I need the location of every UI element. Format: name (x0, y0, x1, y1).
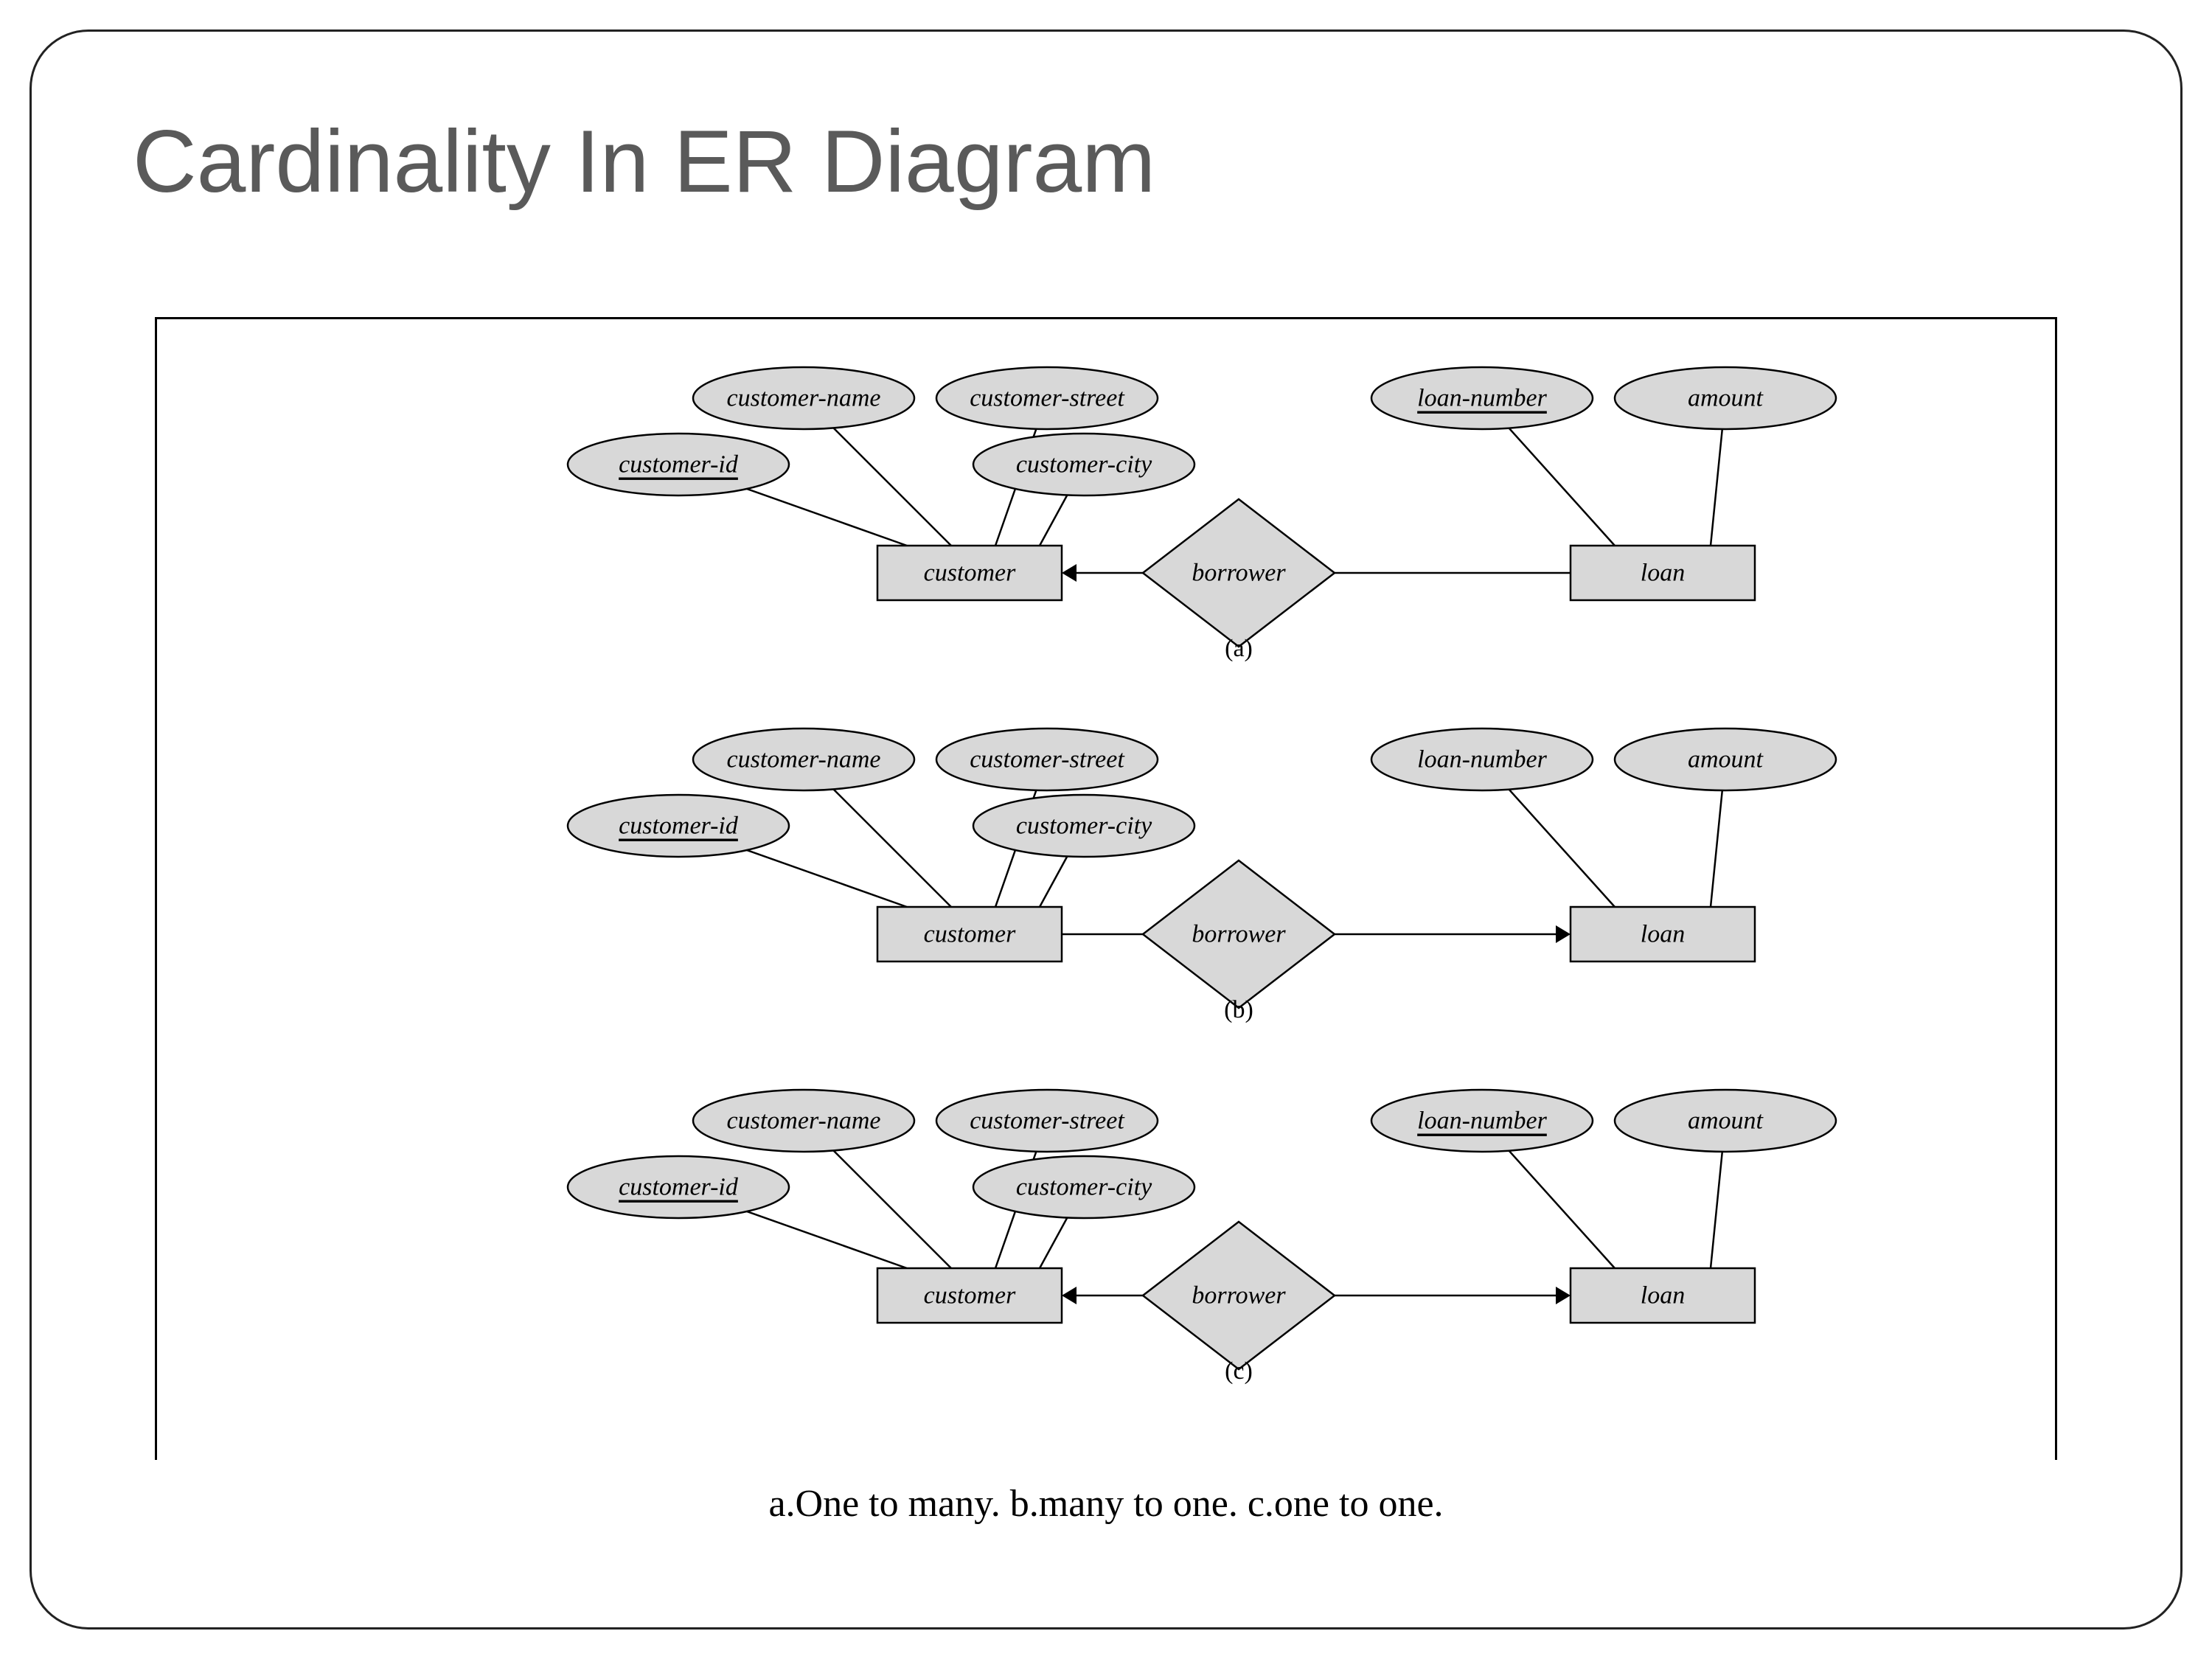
attr-customer-city: customer-city (973, 434, 1194, 495)
attr-customer-id: customer-id (568, 795, 789, 857)
attr-loan-number: loan-number (1371, 728, 1593, 790)
attr-customer-city: customer-city (973, 1156, 1194, 1218)
relationship-borrower: borrower (1143, 1222, 1335, 1369)
svg-text:customer-street: customer-street (970, 746, 1125, 773)
svg-text:customer-id: customer-id (619, 813, 739, 840)
attr-amount: amount (1615, 728, 1836, 790)
entity-loan: loan (1571, 907, 1755, 961)
svg-text:loan: loan (1641, 921, 1685, 948)
attr-loan-number: loan-number (1371, 367, 1593, 429)
attr-customer-city: customer-city (973, 795, 1194, 857)
svg-text:borrower: borrower (1192, 921, 1286, 948)
svg-text:amount: amount (1688, 1107, 1764, 1135)
attr-amount: amount (1615, 1090, 1836, 1152)
attr-customer-street: customer-street (936, 1090, 1158, 1152)
svg-text:amount: amount (1688, 385, 1764, 412)
svg-text:customer: customer (924, 921, 1016, 948)
svg-text:customer-city: customer-city (1016, 451, 1152, 479)
panel-sublabel: (c) (1225, 1357, 1253, 1385)
entity-loan: loan (1571, 1268, 1755, 1323)
attr-customer-name: customer-name (693, 367, 914, 429)
svg-text:borrower: borrower (1192, 1282, 1286, 1310)
svg-text:loan-number: loan-number (1417, 746, 1547, 773)
svg-text:customer-name: customer-name (727, 746, 881, 773)
svg-text:customer: customer (924, 1282, 1016, 1310)
attr-customer-street: customer-street (936, 728, 1158, 790)
svg-text:customer-city: customer-city (1016, 1174, 1152, 1201)
entity-customer: customer (877, 1268, 1062, 1323)
panel-sublabel: (a) (1225, 635, 1253, 662)
svg-text:amount: amount (1688, 746, 1764, 773)
svg-text:customer-city: customer-city (1016, 813, 1152, 840)
page-title: Cardinality In ER Diagram (133, 111, 1155, 212)
svg-text:loan: loan (1641, 560, 1685, 587)
svg-text:borrower: borrower (1192, 560, 1286, 587)
panel-sublabel: (b) (1224, 996, 1253, 1023)
svg-text:customer-name: customer-name (727, 385, 881, 412)
er-panel-c: customer-id customer-name customer-stree… (531, 1054, 1858, 1401)
attr-customer-street: customer-street (936, 367, 1158, 429)
caption: a.One to many. b.many to one. c.one to o… (0, 1482, 2212, 1526)
attr-customer-name: customer-name (693, 728, 914, 790)
attr-customer-id: customer-id (568, 434, 789, 495)
svg-text:customer-id: customer-id (619, 1174, 739, 1201)
svg-text:loan: loan (1641, 1282, 1685, 1310)
svg-text:loan-number: loan-number (1417, 385, 1547, 412)
relationship-borrower: borrower (1143, 860, 1335, 1008)
attr-customer-name: customer-name (693, 1090, 914, 1152)
attr-loan-number: loan-number (1371, 1090, 1593, 1152)
svg-text:customer: customer (924, 560, 1016, 587)
attr-customer-id: customer-id (568, 1156, 789, 1218)
svg-text:loan-number: loan-number (1417, 1107, 1547, 1135)
svg-text:customer-street: customer-street (970, 385, 1125, 412)
entity-customer: customer (877, 546, 1062, 600)
attr-amount: amount (1615, 367, 1836, 429)
svg-text:customer-name: customer-name (727, 1107, 881, 1135)
svg-text:customer-id: customer-id (619, 451, 739, 479)
entity-customer: customer (877, 907, 1062, 961)
er-panel-a: customer-id customer-name customer-stree… (531, 332, 1858, 678)
entity-loan: loan (1571, 546, 1755, 600)
relationship-borrower: borrower (1143, 499, 1335, 647)
svg-text:customer-street: customer-street (970, 1107, 1125, 1135)
er-panel-b: customer-id customer-name customer-stree… (531, 693, 1858, 1040)
